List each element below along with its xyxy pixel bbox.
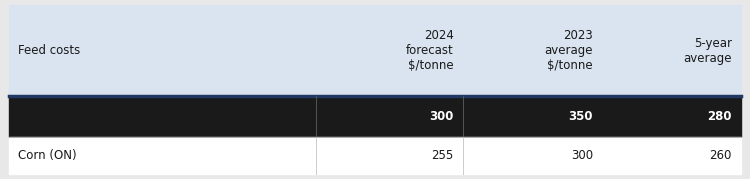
Text: 350: 350 xyxy=(568,110,593,123)
Bar xyxy=(9,137,741,174)
Text: 300: 300 xyxy=(571,149,593,162)
Bar xyxy=(9,96,741,137)
Text: 5-year
average: 5-year average xyxy=(683,37,732,65)
Text: 300: 300 xyxy=(430,110,454,123)
Text: 260: 260 xyxy=(710,149,732,162)
Text: 2024
forecast
$/tonne: 2024 forecast $/tonne xyxy=(406,29,454,72)
Bar xyxy=(9,5,741,96)
Text: Corn (ON): Corn (ON) xyxy=(18,149,76,162)
Text: 255: 255 xyxy=(431,149,454,162)
Text: Feed costs: Feed costs xyxy=(18,44,80,57)
Text: 280: 280 xyxy=(707,110,732,123)
Text: 2023
average
$/tonne: 2023 average $/tonne xyxy=(544,29,593,72)
